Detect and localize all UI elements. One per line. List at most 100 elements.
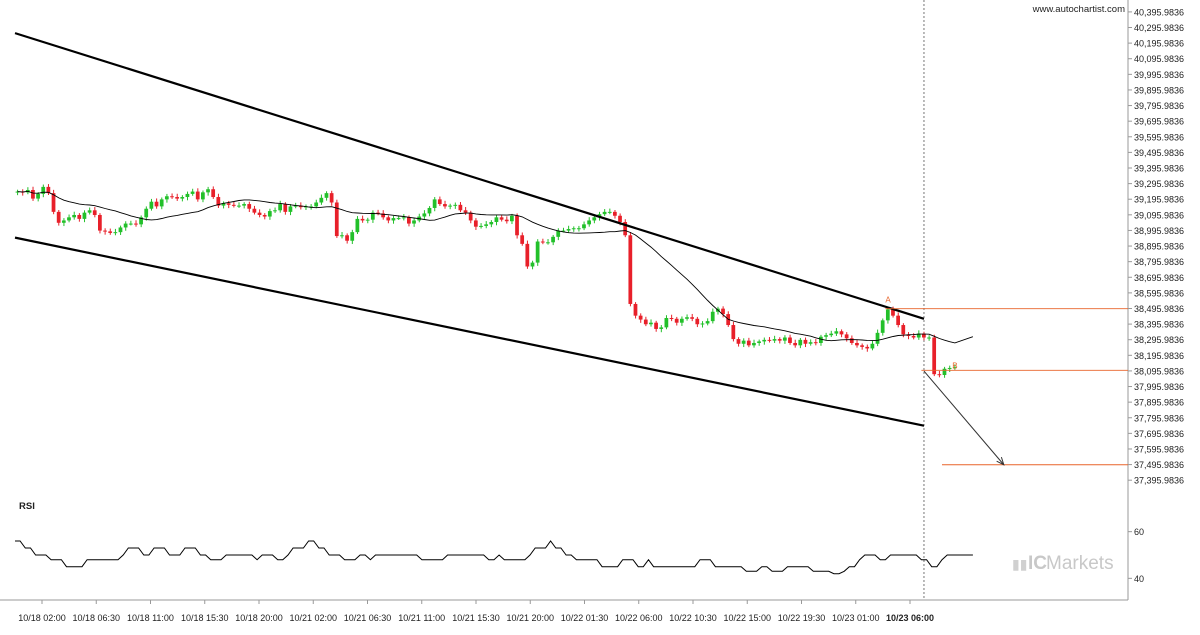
candle-body — [793, 342, 797, 346]
candle-body — [540, 241, 545, 243]
price-tick-label: 39,695.9836 — [1134, 117, 1184, 127]
candle — [788, 334, 792, 345]
candle — [82, 210, 87, 223]
candle — [278, 200, 282, 213]
candle-body — [834, 331, 839, 334]
candle — [922, 331, 926, 341]
candle — [571, 226, 576, 232]
candle-body — [458, 204, 463, 211]
candle-body — [293, 205, 298, 207]
candle-body — [164, 196, 169, 200]
candle-body — [916, 333, 921, 338]
candle — [170, 193, 174, 199]
time-tick-label: 10/22 06:00 — [615, 613, 663, 623]
candle — [92, 207, 97, 218]
candle — [865, 344, 870, 352]
candle — [87, 207, 92, 215]
candle-body — [247, 204, 252, 209]
candle-body — [695, 318, 700, 325]
candle — [839, 329, 844, 338]
candle-body — [283, 204, 288, 212]
candle-body — [659, 327, 664, 329]
candle-body — [288, 206, 293, 212]
candle-body — [180, 197, 185, 199]
candle — [515, 213, 519, 239]
candle — [834, 327, 839, 336]
candle-body — [46, 186, 51, 194]
candle — [108, 228, 113, 235]
candle-body — [896, 315, 900, 326]
pattern-marker-a: A — [885, 295, 891, 304]
candle-body — [849, 338, 854, 343]
candle — [149, 198, 154, 211]
price-tick-label: 37,595.9836 — [1134, 444, 1184, 454]
candle-body — [566, 229, 571, 231]
candle — [345, 233, 349, 244]
candle-body — [525, 243, 530, 267]
time-tick-label: 10/21 20:00 — [506, 613, 554, 623]
candle-body — [51, 193, 56, 212]
candle-body — [546, 242, 550, 244]
candle — [762, 337, 767, 345]
candle — [510, 213, 514, 225]
candle-body — [370, 212, 375, 220]
time-tick-label: 10/18 02:00 — [18, 613, 66, 623]
candle — [530, 260, 535, 270]
candle-body — [643, 319, 648, 325]
candle-body — [144, 208, 149, 218]
candle-body — [582, 224, 586, 229]
candle — [376, 209, 380, 216]
price-tick-label: 38,595.9836 — [1134, 288, 1184, 298]
candle — [679, 316, 684, 326]
candle-body — [350, 232, 355, 241]
candle-body — [633, 303, 638, 316]
price-tick-label: 38,295.9836 — [1134, 335, 1184, 345]
candle — [875, 329, 880, 347]
candle-body — [721, 308, 725, 315]
candle-body — [891, 309, 895, 316]
candle-body — [911, 335, 916, 338]
candle-body — [922, 333, 926, 338]
candle-body — [777, 339, 782, 341]
candle — [690, 313, 694, 322]
candle-body — [118, 227, 123, 233]
candle — [649, 319, 653, 327]
candle-body — [808, 342, 813, 344]
candle — [195, 188, 200, 202]
candle-body — [844, 334, 849, 339]
time-tick-label: 10/22 15:00 — [723, 613, 771, 623]
candle-body — [82, 212, 87, 219]
candle — [340, 231, 344, 239]
candle-body — [231, 204, 236, 206]
brand-name: Markets — [1046, 553, 1114, 574]
candle — [942, 366, 947, 378]
candle-body — [499, 217, 504, 220]
candle-body — [87, 210, 92, 213]
candle — [355, 216, 360, 235]
candle — [798, 337, 803, 349]
candle — [123, 221, 128, 231]
candle-body — [432, 199, 437, 208]
moving-average-line — [17, 190, 974, 344]
candle — [669, 314, 674, 322]
price-tick-label: 39,995.9836 — [1134, 70, 1184, 80]
candle — [159, 197, 164, 210]
source-label[interactable]: www.autochartist.com — [1032, 4, 1125, 15]
candle — [458, 202, 463, 213]
candle-body — [679, 318, 684, 323]
candle — [721, 306, 725, 318]
candle — [56, 209, 61, 226]
candle-body — [463, 210, 468, 213]
candle-body — [365, 219, 370, 221]
candle-body — [669, 318, 674, 320]
candle — [767, 337, 772, 343]
time-tick-label: 10/22 19:30 — [778, 613, 826, 623]
price-tick-label: 39,595.9836 — [1134, 132, 1184, 142]
candle — [952, 364, 957, 370]
candle-body — [154, 201, 159, 207]
candle — [654, 320, 658, 332]
candle — [262, 213, 267, 220]
price-tick-label: 37,795.9836 — [1134, 413, 1184, 423]
candle — [741, 338, 746, 348]
candle — [777, 337, 782, 344]
